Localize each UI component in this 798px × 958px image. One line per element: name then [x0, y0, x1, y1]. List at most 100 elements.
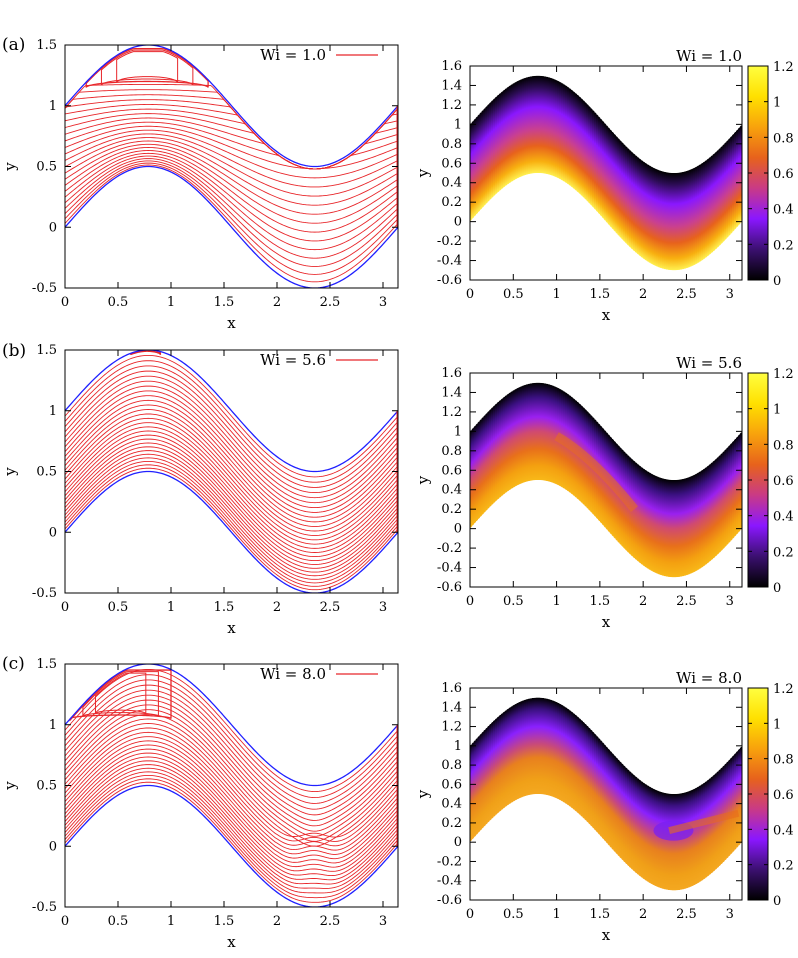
streamline — [65, 164, 398, 283]
heatmap-title: Wi = 5.6 — [676, 354, 742, 372]
streamline — [65, 668, 398, 793]
x-tick-label: 2 — [639, 594, 647, 609]
heatmap-field — [470, 382, 742, 578]
streamline — [65, 731, 398, 847]
y-tick-label: 0.5 — [36, 465, 57, 480]
recirculation-eddy — [94, 672, 147, 714]
streamline — [65, 713, 398, 842]
colorbar-tick-label: 0.2 — [773, 545, 794, 560]
y-tick-label: 1 — [49, 99, 57, 114]
colorbar-tick-label: 0.4 — [773, 823, 794, 838]
contour-plot-5: 0 0.5 1 1.5 2 2.5 3 -0.5 0 0.5 1 1.5 x y Wi = 8.0 (c) — [1, 654, 399, 951]
streamline — [65, 736, 398, 851]
y-axis-label: y — [1, 162, 19, 172]
colorbar-tick-label: 0.6 — [773, 788, 794, 803]
streamline — [65, 467, 398, 591]
x-tick-label: 2 — [273, 600, 281, 615]
x-tick-label: 0 — [466, 594, 474, 609]
lower-wall — [65, 470, 398, 593]
colorbar-tick-label: 0.2 — [773, 238, 794, 253]
y-tick-label: 1.5 — [36, 38, 57, 53]
y-axis-label: y — [414, 168, 432, 178]
x-tick-label: 0.5 — [108, 600, 129, 615]
y-tick-label: 1.5 — [36, 657, 57, 672]
colorbar-tick-label: 0 — [773, 581, 781, 596]
streamline — [65, 160, 398, 267]
x-tick-label: 1 — [552, 287, 560, 302]
x-tick-label: 0 — [61, 914, 69, 929]
streamline — [65, 150, 398, 233]
streamline — [65, 155, 398, 251]
recirculation-eddy — [82, 671, 159, 717]
y-tick-label: 0.6 — [441, 777, 462, 792]
x-tick-label: 2.5 — [320, 295, 341, 310]
colorbar-tick-label: 0 — [773, 274, 781, 289]
colorbar-tick-label: 1 — [773, 403, 781, 418]
y-tick-label: 1.4 — [441, 700, 462, 715]
x-tick-label: 1 — [167, 600, 175, 615]
streamline — [65, 727, 398, 842]
y-tick-label: 0 — [49, 839, 57, 854]
y-tick-label: -0.4 — [437, 874, 462, 889]
y-tick-label: 0.4 — [441, 483, 462, 498]
x-tick-label: 3 — [379, 295, 387, 310]
recirculation-eddy — [116, 51, 179, 83]
colorbar-tick-label: 0.8 — [773, 753, 794, 768]
y-tick-label: -0.2 — [437, 234, 462, 249]
streamline — [65, 464, 398, 587]
streamline — [65, 354, 398, 478]
y-tick-label: -0.2 — [437, 541, 462, 556]
x-tick-label: 1 — [167, 295, 175, 310]
y-axis-label: y — [1, 781, 19, 791]
y-tick-label: 0.2 — [441, 502, 462, 517]
heatmap-field — [470, 75, 742, 271]
streamline — [65, 143, 398, 215]
y-tick-label: -0.5 — [32, 900, 57, 915]
streamline — [65, 679, 398, 804]
x-tick-label: 1.5 — [214, 600, 235, 615]
y-tick-label: 0.8 — [441, 137, 462, 152]
contour-area — [65, 45, 398, 288]
y-tick-label: 0 — [454, 215, 462, 230]
contour-plot-3: 0 0.5 1 1.5 2 2.5 3 -0.5 0 0.5 1 1.5 x y Wi = 5.6 (b) — [1, 341, 399, 637]
y-tick-label: 0.6 — [441, 156, 462, 171]
recirculation-eddy — [100, 49, 194, 86]
colorbar-tick-label: 0.2 — [773, 859, 794, 874]
upper-wall — [65, 45, 398, 168]
streamline — [65, 129, 398, 179]
streamline — [65, 450, 398, 573]
streamline — [65, 147, 398, 224]
x-axis-label: x — [227, 314, 236, 332]
streamline — [65, 453, 398, 577]
x-tick-label: 2 — [273, 295, 281, 310]
y-tick-label: 1 — [454, 117, 462, 132]
y-tick-label: 1.2 — [441, 720, 462, 735]
x-tick-label: 1.5 — [590, 907, 611, 922]
x-tick-label: 1.5 — [590, 594, 611, 609]
streamline — [65, 430, 398, 553]
y-tick-label: 0.4 — [441, 797, 462, 812]
colorbar-1: 0 0.2 0.4 0.6 0.8 1 1.2 — [747, 60, 794, 289]
streamline — [65, 104, 398, 170]
streamline — [65, 360, 398, 483]
streamline — [65, 723, 398, 838]
x-tick-label: 0.5 — [503, 907, 524, 922]
streamline — [65, 409, 398, 532]
streamline — [65, 752, 398, 868]
x-tick-label: 3 — [726, 287, 734, 302]
colorbar-tick-label: 0.8 — [773, 438, 794, 453]
y-axis-label: y — [414, 789, 432, 799]
x-tick-label: 2.5 — [676, 594, 697, 609]
streamline — [65, 689, 398, 816]
streamline — [65, 778, 398, 899]
y-tick-label: 0.4 — [441, 176, 462, 191]
x-tick-label: 0.5 — [503, 287, 524, 302]
y-tick-label: -0.5 — [32, 281, 57, 296]
streamline — [65, 413, 398, 536]
x-tick-label: 0 — [466, 287, 474, 302]
legend-label: Wi = 8.0 — [260, 665, 326, 683]
streamline — [65, 442, 398, 565]
x-tick-label: 2 — [639, 907, 647, 922]
y-tick-label: 1 — [49, 404, 57, 419]
